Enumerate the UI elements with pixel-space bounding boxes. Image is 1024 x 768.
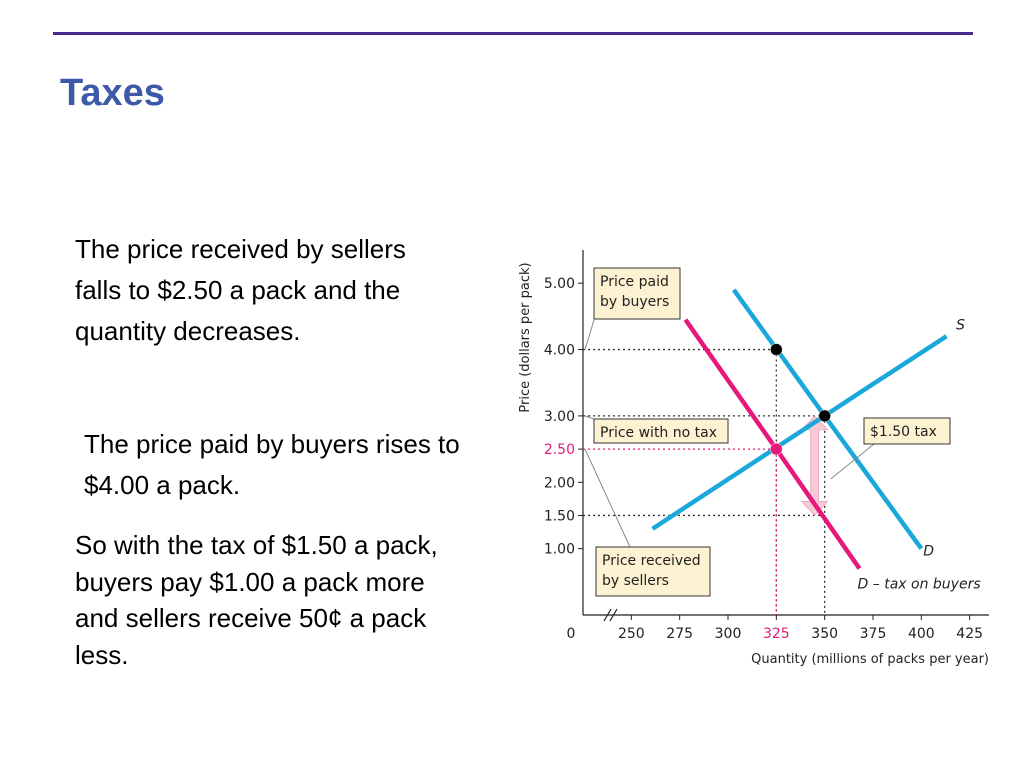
y-axis-title: Price (dollars per pack) [518,262,533,412]
tax-chart: 1.00 1.50 2.00 2.50 3.00 4.00 5.00 250 275 300 325… [518,250,989,667]
paragraph-tax-summary: So with the tax of $1.50 a pack, buyers … [75,530,438,670]
axis-break-mark [609,608,618,622]
callout-no-tax-text: Price with no tax [600,425,717,441]
x-tick-label: 375 [860,626,887,642]
equilibrium-point [770,442,783,456]
equilibrium-point [818,409,831,423]
callout-no-tax-leader [584,415,595,420]
x-tick-label: 275 [666,626,693,642]
y-tick-label: 4.00 [544,343,575,359]
x-tick-label: 300 [715,626,742,642]
demand-curve-label: D [923,543,934,559]
y-tick-label: 2.00 [544,475,575,491]
callout-price-paid-text: by buyers [600,294,669,310]
equilibrium-point [770,343,783,356]
top-rule [53,32,973,35]
tax-arrow [800,415,829,517]
callout-price-paid [593,267,681,320]
paragraph-buyer-price: The price paid by buyers rises to $4.00 … [84,429,460,500]
callout-price-received-leader [584,448,631,548]
callout-price-paid-leader [584,319,595,350]
y-tick-label: 1.50 [544,508,575,524]
supply-curve-label: S [956,318,965,334]
callout-tax [863,417,951,445]
x-tick-label: 250 [618,626,645,642]
x-tick-label: 400 [908,626,935,642]
callout-price-received [595,546,711,597]
x-axis-title: Quantity (millions of packs per year) [751,652,989,667]
y-tick-label: 3.00 [544,409,575,425]
callout-price-paid-text: Price paid [600,274,669,290]
y-tick-label: 1.00 [544,542,575,558]
callout-no-tax [593,418,729,444]
origin-label: 0 [567,626,576,642]
callout-price-received-text: Price received [602,553,701,569]
callout-tax-text: $1.50 tax [870,424,937,440]
y-tick-label: 5.00 [544,276,575,292]
demand-tax-curve [683,318,862,570]
paragraph-seller-price: The price received by sellers falls to $… [75,234,406,346]
y-tick-label: 2.50 [544,442,575,458]
slide-title: Taxes [60,72,165,114]
callout-price-received-text: by sellers [602,573,669,589]
x-tick-label: 425 [956,626,983,642]
supply-curve [651,334,948,531]
demand-tax-curve-label: D – tax on buyers [858,576,981,592]
callout-tax-leader [830,443,875,480]
x-tick-label: 350 [811,626,838,642]
axis-break-mark [603,608,612,622]
x-tick-label: 325 [763,626,790,642]
